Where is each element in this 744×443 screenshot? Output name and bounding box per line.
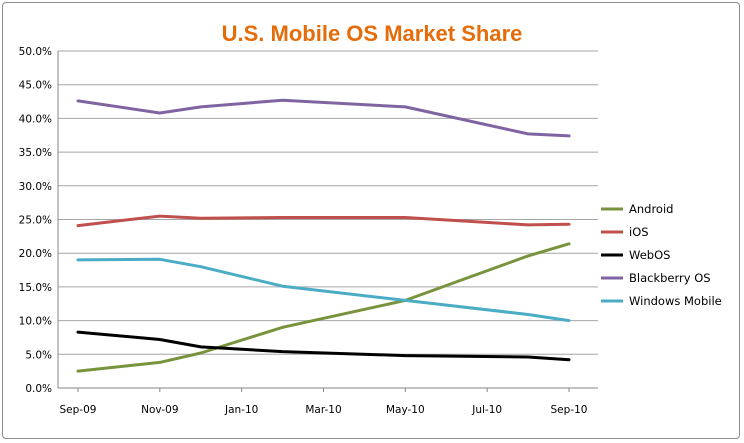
x-tick-label: Nov-09 — [141, 404, 178, 416]
y-tick-label: 40.0% — [19, 113, 52, 125]
y-tick-label: 20.0% — [19, 248, 52, 260]
series-line-android — [76, 242, 571, 373]
x-tick-label: Mar-10 — [305, 404, 341, 416]
legend-label-android: Android — [629, 202, 673, 216]
y-tick-label: 10.0% — [19, 316, 52, 328]
x-tick-label: Jan-10 — [224, 404, 258, 416]
legend-label-ios: iOS — [629, 225, 649, 239]
series-line-ios — [76, 214, 571, 228]
legend-label-webos: WebOS — [629, 248, 670, 262]
series-line-webos — [76, 330, 571, 362]
legend-label-blackberry-os: Blackberry OS — [629, 271, 711, 285]
x-tick-label: Sep-10 — [551, 404, 588, 416]
x-tick-label: May-10 — [386, 404, 425, 416]
y-tick-label: 15.0% — [19, 282, 52, 294]
series-line-windows-mobile — [76, 257, 571, 323]
y-tick-label: 50.0% — [19, 46, 52, 58]
series-line-blackberry-os — [76, 98, 571, 138]
legend-label-windows-mobile: Windows Mobile — [629, 294, 722, 308]
x-tick-label: Sep-09 — [60, 404, 97, 416]
x-tick-label: Jul-10 — [471, 404, 502, 416]
y-tick-label: 5.0% — [25, 349, 52, 361]
y-tick-label: 45.0% — [19, 80, 52, 92]
y-tick-label: 0.0% — [25, 383, 52, 395]
chart-title: U.S. Mobile OS Market Share — [221, 21, 523, 46]
y-tick-label: 25.0% — [19, 215, 52, 227]
y-tick-label: 35.0% — [19, 147, 52, 159]
y-tick-label: 30.0% — [19, 181, 52, 193]
